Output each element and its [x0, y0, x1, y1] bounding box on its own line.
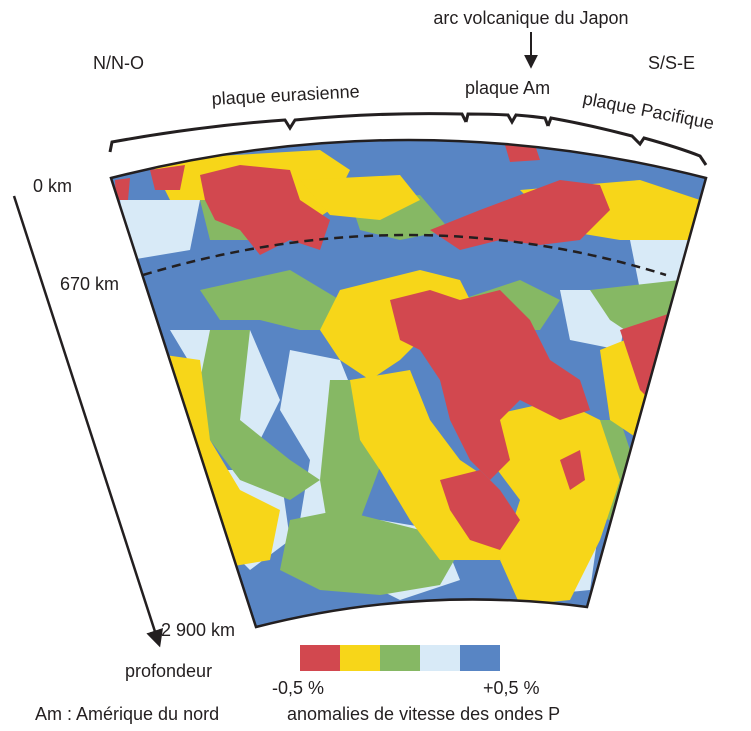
- brace-pacific-plate: [546, 116, 708, 166]
- brace-am-plate: [464, 112, 550, 127]
- footnote-label: Am : Amérique du nord: [35, 704, 219, 724]
- legend-swatch-light-blue: [420, 645, 460, 671]
- discontinuity-670-line: [142, 233, 667, 277]
- depth-0-label: 0 km: [33, 176, 72, 196]
- legend: -0,5 % +0,5 % anomalies de vitesse des o…: [272, 645, 560, 724]
- depth-670-label: 670 km: [60, 274, 119, 294]
- legend-swatch-blue: [460, 645, 500, 671]
- legend-swatch-red: [300, 645, 340, 671]
- brace-eurasian-plate: [108, 112, 468, 153]
- arc-label: arc volcanique du Japon: [433, 8, 628, 28]
- legend-min-label: -0,5 %: [272, 678, 324, 698]
- depth-axis-arrow: [12, 195, 164, 648]
- nno-label: N/N-O: [93, 53, 144, 73]
- legend-swatch-green: [380, 645, 420, 671]
- pacific-plate-label: plaque Pacifique: [581, 88, 715, 133]
- am-plate-label: plaque Am: [465, 78, 550, 98]
- depth-axis-label: profondeur: [125, 661, 212, 681]
- section-outline: [109, 138, 708, 629]
- depth-2900-label: 2 900 km: [161, 620, 235, 640]
- legend-swatch-yellow: [340, 645, 380, 671]
- legend-title: anomalies de vitesse des ondes P: [287, 704, 560, 724]
- eurasian-plate-label: plaque eurasienne: [211, 81, 360, 109]
- legend-max-label: +0,5 %: [483, 678, 540, 698]
- sse-label: S/S-E: [648, 53, 695, 73]
